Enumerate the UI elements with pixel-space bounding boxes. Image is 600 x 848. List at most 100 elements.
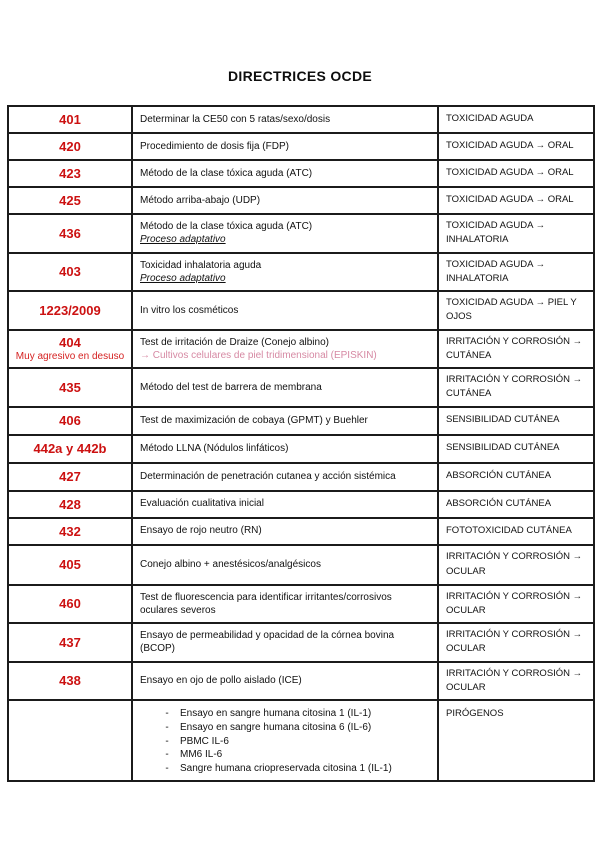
guideline-category: TOXICIDAD AGUDA [437,105,595,134]
table-row: 435 Método del test de barrera de membra… [7,367,595,408]
guideline-category: IRRITACIÓN Y CORROSIÓN → OCULAR [437,622,595,663]
pyrogen-assay-list: - Ensayo en sangre humana citosina 1 (IL… [140,707,431,776]
description-text: Ensayo de rojo neutro (RN) [140,525,262,537]
table-row: 438 Ensayo en ojo de pollo aislado (ICE)… [7,660,595,701]
page-title: DIRECTRICES OCDE [227,68,373,84]
table-row: 420 Procedimiento de dosis fija (FDP) TO… [7,132,595,161]
list-dash: - [165,763,169,775]
guideline-code: 437 [7,622,133,663]
adaptive-process-note: Proceso adaptativo [140,272,226,284]
guideline-description: Método de la clase tóxica aguda (ATC) [131,159,439,188]
description-text: Determinación de penetración cutanea y a… [140,470,396,482]
guideline-category: ABSORCIÓN CUTÁNEA [437,461,595,492]
description-text: Método del test de barrera de membrana [140,381,322,393]
description-text: Ensayo de permeabilidad y opacidad de la… [140,630,395,655]
guideline-category: IRRITACIÓN Y CORROSIÓN → CUTÁNEA [437,328,595,369]
description-text: Toxicidad inhalatoria aguda [140,259,262,271]
guideline-description: Determinar la CE50 con 5 ratas/sexo/dosi… [131,105,439,134]
guideline-code: 425 [7,186,133,215]
guideline-category: FOTOTOXICIDAD CUTÁNEA [437,516,595,546]
list-item: - Ensayo en sangre humana citosina 6 (IL… [154,721,431,735]
table-row: 1223/2009 In vitro los cosméticos TOXICI… [7,290,595,331]
guideline-category: ABSORCIÓN CUTÁNEA [437,489,595,519]
list-dash: - [165,721,169,733]
list-dash: - [165,735,169,747]
table-row: 406 Test de maximización de cobaya (GPMT… [7,405,595,436]
table-row: 460 Test de fluorescencia para identific… [7,583,595,624]
description-text: Conejo albino + anestésicos/analgésicos [140,558,321,570]
table-row: 425 Método arriba-abajo (UDP) TOXICIDAD … [7,186,595,215]
guideline-code: 427 [7,461,133,492]
guideline-description: Test de maximización de cobaya (GPMT) y … [131,405,439,436]
description-text: Test de maximización de cobaya (GPMT) y … [140,414,368,426]
guideline-category: IRRITACIÓN Y CORROSIÓN → OCULAR [437,583,595,624]
guideline-code: 401 [7,105,133,134]
description-text: Test de fluorescencia para identificar i… [140,591,392,616]
description-text: Método de la clase tóxica aguda (ATC) [140,167,313,179]
list-item-text: Ensayo en sangre humana citosina 6 (IL-6… [180,721,372,733]
guideline-category: TOXICIDAD AGUDA → ORAL [437,132,595,161]
list-item: - PBMC IL-6 [154,735,431,749]
guideline-category: SENSIBILIDAD CUTÁNEA [437,405,595,436]
guideline-category: PIRÓGENOS [437,699,595,782]
list-item: - Sangre humana criopreservada citosina … [154,762,431,776]
description-text: Determinar la CE50 con 5 ratas/sexo/dosi… [140,113,331,125]
table-row: 404 Muy agresivo en desuso Test de irrit… [7,328,595,369]
oecd-guidelines-table: 401 Determinar la CE50 con 5 ratas/sexo/… [7,105,595,782]
guideline-code: 406 [7,405,133,436]
guideline-category: IRRITACIÓN Y CORROSIÓN → OCULAR [437,543,595,586]
guideline-code: 423 [7,159,133,188]
alternative-method-text: → Cultivos celulares de piel tridimensio… [140,349,377,361]
guideline-code: 435 [7,367,133,408]
table-row: 428 Evaluación cualitativa inicial ABSOR… [7,489,595,519]
guideline-code: 428 [7,489,133,519]
guideline-description: Test de fluorescencia para identificar i… [131,583,439,624]
guideline-description: Determinación de penetración cutanea y a… [131,461,439,492]
list-dash: - [165,749,169,761]
guideline-description: - Ensayo en sangre humana citosina 1 (IL… [131,699,439,782]
guideline-description: Test de irritación de Draize (Conejo alb… [131,328,439,369]
table-row: 405 Conejo albino + anestésicos/analgési… [7,543,595,586]
description-text: Test de irritación de Draize (Conejo alb… [140,336,329,348]
guideline-code [7,699,133,782]
list-item-text: Ensayo en sangre humana citosina 1 (IL-1… [180,708,372,719]
guideline-description: Método de la clase tóxica aguda (ATC) Pr… [131,213,439,254]
guideline-description: Ensayo de permeabilidad y opacidad de la… [131,622,439,663]
guideline-code: 405 [7,543,133,586]
guideline-description: In vitro los cosméticos [131,290,439,331]
guideline-code: 442a y 442b [7,433,133,464]
guideline-category: TOXICIDAD AGUDA → ORAL [437,186,595,215]
guideline-category: TOXICIDAD AGUDA → INHALATORIA [437,213,595,254]
guideline-description: Ensayo en ojo de pollo aislado (ICE) [131,660,439,701]
guideline-category: TOXICIDAD AGUDA → PIEL Y OJOS [437,290,595,331]
guideline-category: TOXICIDAD AGUDA → INHALATORIA [437,251,595,292]
deprecated-note: Muy agresivo en desuso [15,351,125,363]
guideline-code: 1223/2009 [7,290,133,331]
list-item-text: Sangre humana criopreservada citosina 1 … [180,763,392,775]
guideline-code-value: 404 [59,335,81,351]
guideline-code: 420 [7,132,133,161]
table-row: 437 Ensayo de permeabilidad y opacidad d… [7,622,595,663]
guideline-description: Método LLNA (Nódulos linfáticos) [131,433,439,464]
table-row: 442a y 442b Método LLNA (Nódulos linfáti… [7,433,595,464]
list-item: - Ensayo en sangre humana citosina 1 (IL… [154,707,431,721]
guideline-code: 460 [7,583,133,624]
guideline-description: Método arriba-abajo (UDP) [131,186,439,215]
guideline-description: Conejo albino + anestésicos/analgésicos [131,543,439,586]
description-text: Método arriba-abajo (UDP) [140,194,261,206]
guideline-code: 436 [7,213,133,254]
guideline-category: IRRITACIÓN Y CORROSIÓN → OCULAR [437,660,595,701]
guideline-code: 403 [7,251,133,292]
guideline-category: IRRITACIÓN Y CORROSIÓN → CUTÁNEA [437,367,595,408]
description-text: Ensayo en ojo de pollo aislado (ICE) [140,675,302,687]
guideline-code: 438 [7,660,133,701]
table-row: 401 Determinar la CE50 con 5 ratas/sexo/… [7,105,595,134]
list-dash: - [165,708,169,719]
guideline-description: Procedimiento de dosis fija (FDP) [131,132,439,161]
guideline-category: SENSIBILIDAD CUTÁNEA [437,433,595,464]
table-row: 403 Toxicidad inhalatoria aguda Proceso … [7,251,595,292]
table-row: 436 Método de la clase tóxica aguda (ATC… [7,213,595,254]
guideline-code: 404 Muy agresivo en desuso [7,328,133,369]
list-item: - MM6 IL-6 [154,748,431,762]
